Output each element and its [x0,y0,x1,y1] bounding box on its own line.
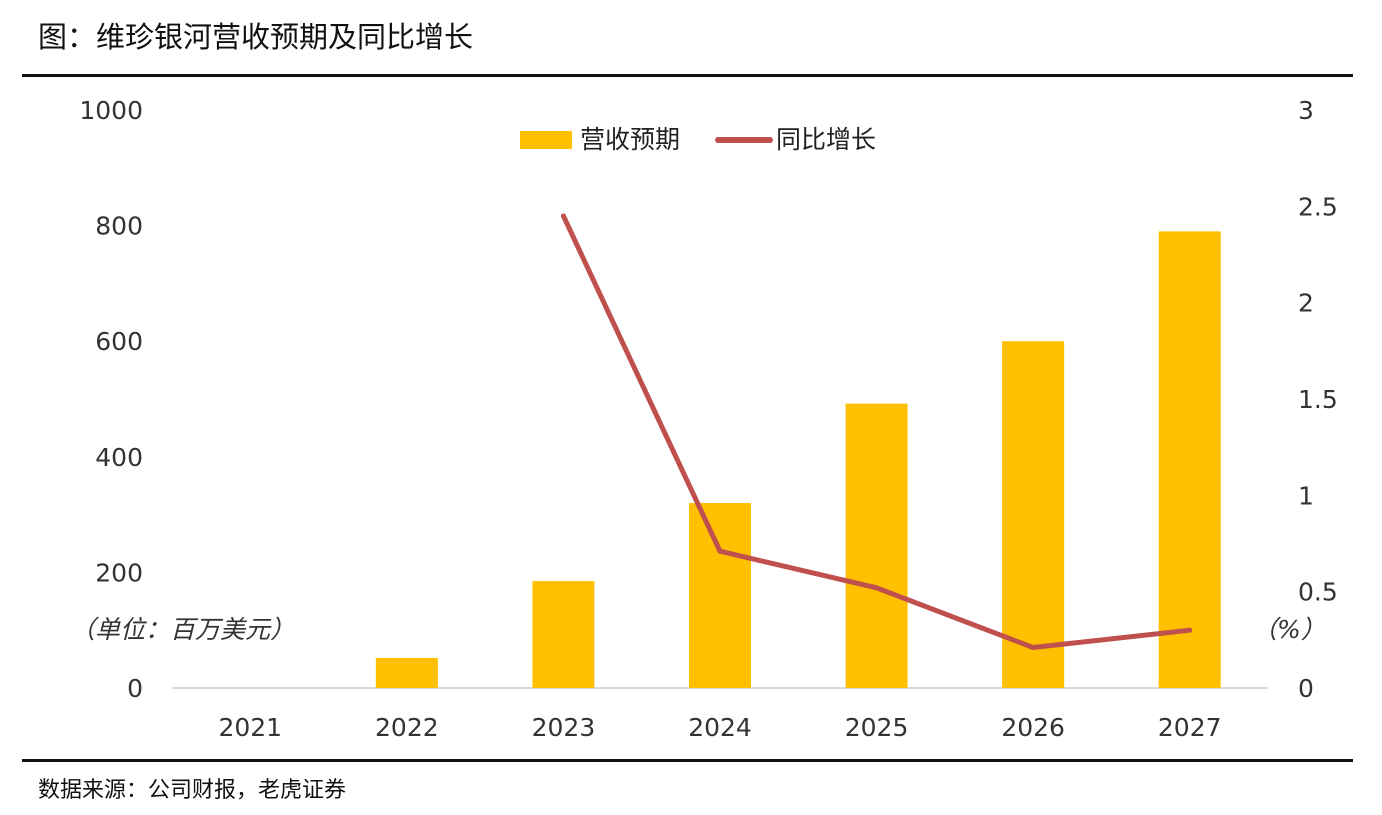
left-tick-label: 600 [95,327,143,356]
left-tick-label: 0 [127,674,143,703]
bar [689,503,751,688]
growth-point [1187,627,1193,633]
x-tick-label: 2021 [218,713,282,742]
left-axis-unit-label: （单位：百万美元） [70,615,295,644]
legend-swatch-bar [520,131,572,149]
legend: 营收预期 同比增长 [520,125,876,154]
growth-point [560,213,566,219]
left-tick-label: 800 [95,212,143,241]
right-axis-unit-label: （%） [1252,615,1326,644]
legend-label-line: 同比增长 [776,125,876,154]
source-note: 数据来源：公司财报，老虎证券 [38,778,347,803]
left-tick-label: 200 [95,558,143,587]
x-tick-label: 2027 [1158,713,1222,742]
top-divider [22,74,1353,77]
bar [532,581,595,688]
x-axis: 2021 2022 2023 2024 2025 2026 2027 [218,713,1221,742]
x-tick-label: 2023 [532,713,596,742]
legend-label-bar: 营收预期 [580,125,680,154]
left-tick-label: 1000 [79,96,143,125]
x-tick-label: 2026 [1001,713,1065,742]
growth-point [874,585,880,591]
chart-title: 图：维珍银河营收预期及同比增长 [38,20,474,54]
bar [1158,231,1221,688]
right-tick-label: 1 [1298,481,1314,510]
right-tick-label: 0.5 [1298,578,1338,607]
bar-series [375,231,1221,688]
left-tick-label: 400 [95,443,143,472]
line-series [560,213,1193,651]
growth-point [717,548,723,554]
right-tick-label: 0 [1298,674,1314,703]
right-y-axis: 0 0.5 1 1.5 2 2.5 3 [1298,96,1338,703]
right-tick-label: 1.5 [1298,385,1338,414]
bottom-divider [22,759,1353,762]
bar [845,403,908,688]
bar [375,657,438,688]
right-tick-label: 2 [1298,289,1314,318]
left-y-axis: 0 200 400 600 800 1000 [79,96,143,703]
x-tick-label: 2025 [845,713,909,742]
right-tick-label: 3 [1298,96,1314,125]
x-tick-label: 2024 [688,713,752,742]
growth-point [1030,645,1036,651]
x-tick-label: 2022 [375,713,439,742]
right-tick-label: 2.5 [1298,192,1338,221]
bar [1002,341,1065,688]
